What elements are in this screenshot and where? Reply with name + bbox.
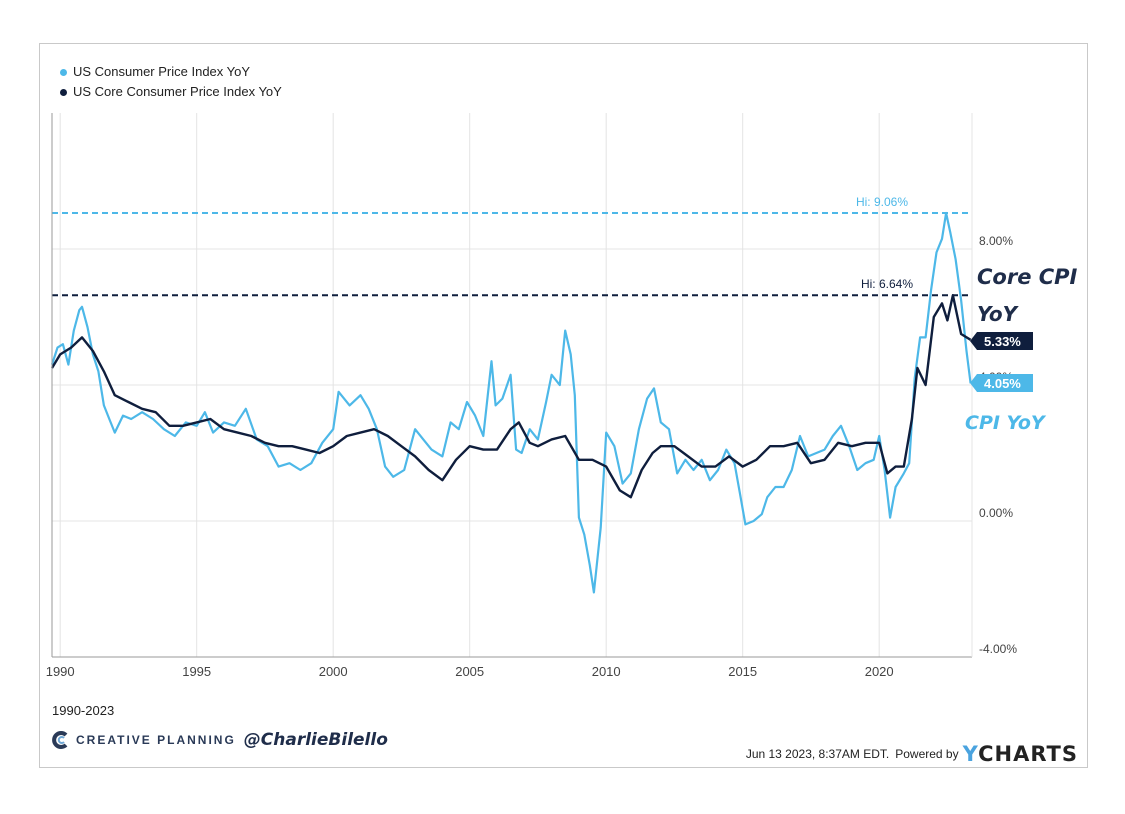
creative-planning-brand: CREATIVE PLANNING @CharlieBilello bbox=[52, 730, 388, 750]
last-value-cpi-badge: 4.05% bbox=[970, 374, 1033, 392]
ycharts-logo-text: CHARTS bbox=[978, 742, 1078, 766]
date-range-label: 1990-2023 bbox=[52, 703, 115, 718]
legend-dot-cpi bbox=[60, 68, 67, 76]
last-value-cpi-text: 4.05% bbox=[984, 376, 1021, 391]
x-tick-label: 2005 bbox=[455, 664, 484, 679]
ycharts-logo-y: Y bbox=[962, 742, 979, 766]
ycharts-logo[interactable]: YCHARTS bbox=[963, 742, 1078, 766]
reference-lines bbox=[52, 211, 972, 297]
legend-label-cpi: US Consumer Price Index YoY bbox=[73, 64, 251, 79]
x-tick-label: 2015 bbox=[728, 664, 757, 679]
author-handle: @CharlieBilello bbox=[243, 730, 388, 750]
creative-planning-logo-icon bbox=[52, 731, 68, 749]
last-value-cpi-bg bbox=[970, 374, 1033, 392]
footer-attribution: Jun 13 2023, 8:37AM EDT. Powered by YCHA… bbox=[746, 742, 1078, 766]
last-value-core-bg bbox=[970, 332, 1033, 350]
x-tick-label: 2000 bbox=[319, 664, 348, 679]
series-lines bbox=[50, 211, 972, 594]
brand-name: CREATIVE PLANNING bbox=[76, 733, 236, 747]
handwritten-cpi-label: CPI YoY bbox=[965, 412, 1045, 434]
timestamp: Jun 13 2023, 8:37AM EDT. bbox=[745, 747, 890, 761]
hi-core-label: Hi: 6.64% bbox=[861, 277, 913, 291]
legend-item-cpi[interactable]: US Consumer Price Index YoY bbox=[60, 62, 282, 82]
y-tick-label: 8.00% bbox=[979, 234, 1013, 248]
legend-dot-core bbox=[60, 88, 67, 96]
last-value-core-badge: 5.33% bbox=[970, 332, 1033, 350]
series-line-core bbox=[50, 294, 972, 499]
powered-by: Powered by bbox=[895, 747, 959, 761]
handwritten-core-label-line1: Core CPI bbox=[977, 265, 1078, 289]
y-tick-label: -4.00% bbox=[979, 642, 1017, 656]
legend-label-core: US Core Consumer Price Index YoY bbox=[73, 84, 282, 99]
legend: US Consumer Price Index YoY US Core Cons… bbox=[60, 62, 282, 102]
x-tick-label: 2020 bbox=[865, 664, 894, 679]
handwritten-core-label-line2: YoY bbox=[977, 302, 1018, 326]
x-tick-label: 1995 bbox=[182, 664, 211, 679]
legend-item-core[interactable]: US Core Consumer Price Index YoY bbox=[60, 82, 282, 102]
series-line-cpi bbox=[50, 211, 972, 594]
y-tick-label: 0.00% bbox=[979, 506, 1013, 520]
x-tick-label: 2010 bbox=[592, 664, 621, 679]
hi-cpi-label: Hi: 9.06% bbox=[856, 195, 908, 209]
value-labels: Hi: 9.06% Hi: 6.64% 5.33% 4.05% bbox=[856, 195, 1033, 392]
last-value-core-text: 5.33% bbox=[984, 334, 1021, 349]
x-tick-label: 1990 bbox=[46, 664, 75, 679]
